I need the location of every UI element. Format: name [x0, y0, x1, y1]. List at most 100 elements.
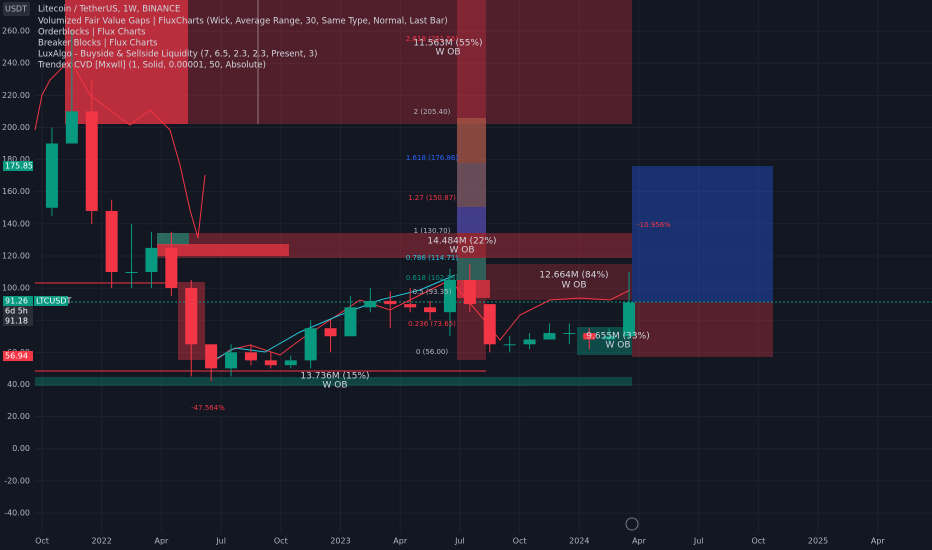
zone [632, 302, 773, 357]
replay-icon[interactable] [625, 517, 639, 531]
candle-body [384, 300, 397, 305]
candle-body [185, 288, 198, 345]
zone [65, 0, 188, 124]
y-tick-label: 40.00 [7, 380, 30, 389]
price-tag [3, 351, 33, 361]
candle-body [404, 304, 417, 308]
candle-body [424, 307, 437, 313]
candle-body [623, 302, 636, 337]
indicator: LuxAlgo - Buyside & Sellside Liquidity (… [38, 50, 317, 60]
candle-body [443, 280, 456, 313]
x-tick-label: Oct [35, 537, 49, 546]
order-block-label: 13.736M (15%) [300, 372, 369, 382]
candle-body [284, 360, 297, 366]
currency-button[interactable] [3, 2, 30, 16]
x-tick-label: Jul [215, 537, 226, 546]
candle-body [563, 333, 576, 335]
fib-band [457, 163, 486, 207]
price-tag [34, 296, 68, 306]
x-tick-label: Apr [871, 537, 886, 546]
symbol: Litecoin / TetherUS, 1W, BINANCE [38, 5, 180, 15]
order-block-label: 11.563M (55%) [413, 39, 482, 49]
fib-label: 1 (130.70) [414, 227, 451, 235]
candle-body [145, 247, 158, 272]
x-tick-label: Oct [274, 537, 288, 546]
zone [157, 244, 289, 256]
fib-label: 0.618 (102.16) [406, 274, 458, 282]
price-tag-label: LTCUSDT [36, 297, 71, 306]
price-tag-label: 91.26 [5, 297, 28, 306]
order-block-label: 12.664M (84%) [539, 271, 608, 281]
order-block-label: 9.655M (33%) [586, 332, 649, 342]
price-tag-label: 56.94 [5, 352, 28, 361]
zone [632, 166, 773, 302]
annotations: 2.618 (251.56)11.563M (55%)W OB2 (205.40… [191, 35, 671, 412]
trend-line [204, 274, 456, 366]
price-tag-label: 91.18 [5, 317, 28, 326]
candle-body [543, 333, 556, 340]
x-tick-label: Apr [154, 537, 169, 546]
zone [577, 327, 632, 355]
indicator: Trendex CVD [Mxwll] (1, Solid, 0.00001, … [37, 61, 266, 71]
candle-body [364, 300, 377, 308]
candle-body [165, 247, 178, 289]
y-tick-label: 140.00 [2, 219, 30, 228]
x-tick-label: Oct [513, 537, 527, 546]
currency[interactable]: USDT [5, 5, 27, 14]
candle-body [463, 280, 476, 305]
y-tick-label: -40.00 [4, 508, 30, 517]
candle-body [264, 360, 277, 366]
zone [188, 0, 632, 124]
candle-body [324, 328, 337, 337]
candle-body [45, 143, 58, 208]
price-tag [3, 296, 33, 306]
x-tick-label: Oct [751, 537, 765, 546]
y-tick-label: 120.00 [2, 251, 30, 260]
order-block-label: 14.484M (22%) [427, 237, 496, 247]
y-tick-label: 240.00 [2, 59, 30, 68]
order-block-label: W OB [605, 341, 630, 351]
fib-label: -10.956% [637, 221, 671, 229]
candle-body [205, 344, 218, 369]
price-tag [3, 161, 33, 171]
fib-band [457, 118, 486, 163]
y-tick-label: 0.00 [12, 444, 30, 453]
indicator: Volumized Fair Value Gaps | FluxCharts (… [38, 17, 448, 27]
candle-body [125, 272, 138, 273]
candle-body [483, 304, 496, 345]
order-block-label: W OB [322, 381, 347, 391]
zones [34, 0, 932, 386]
y-tick-label: 20.00 [7, 412, 30, 421]
candle-body [344, 307, 357, 337]
zone [157, 233, 189, 245]
x-tick-label: Jul [693, 537, 704, 546]
candle-body [523, 339, 536, 345]
fib-label: -47.564% [191, 404, 225, 412]
order-block-label: W OB [449, 246, 474, 256]
indicator: Orderblocks | Flux Charts [38, 28, 146, 38]
y-tick-label: 260.00 [2, 27, 30, 36]
fib-label: 2 (205.40) [414, 108, 451, 116]
candle-body [85, 111, 98, 211]
fib-band [457, 207, 486, 233]
y-tick-label: 200.00 [2, 123, 30, 132]
fib-band [457, 258, 486, 280]
x-tick-label: 2022 [92, 537, 112, 546]
cvd-line [34, 59, 206, 239]
price-tag [3, 306, 33, 316]
fib-label: 1.27 (150.87) [408, 194, 456, 202]
x-tick-label: Apr [393, 537, 408, 546]
y-tick-label: 220.00 [2, 91, 30, 100]
y-tick-label: 160.00 [2, 187, 30, 196]
zone [486, 264, 632, 300]
order-block-label: W OB [561, 281, 586, 291]
indicator: Breaker Blocks | Flux Charts [38, 39, 158, 49]
zone [35, 377, 632, 386]
price-tag-label: 175.85 [5, 162, 33, 171]
x-tick-label: 2025 [808, 537, 828, 546]
price-tag-label: 6d 5h [5, 307, 28, 316]
x-tick-label: 2024 [569, 537, 589, 546]
candle-body [244, 352, 257, 361]
